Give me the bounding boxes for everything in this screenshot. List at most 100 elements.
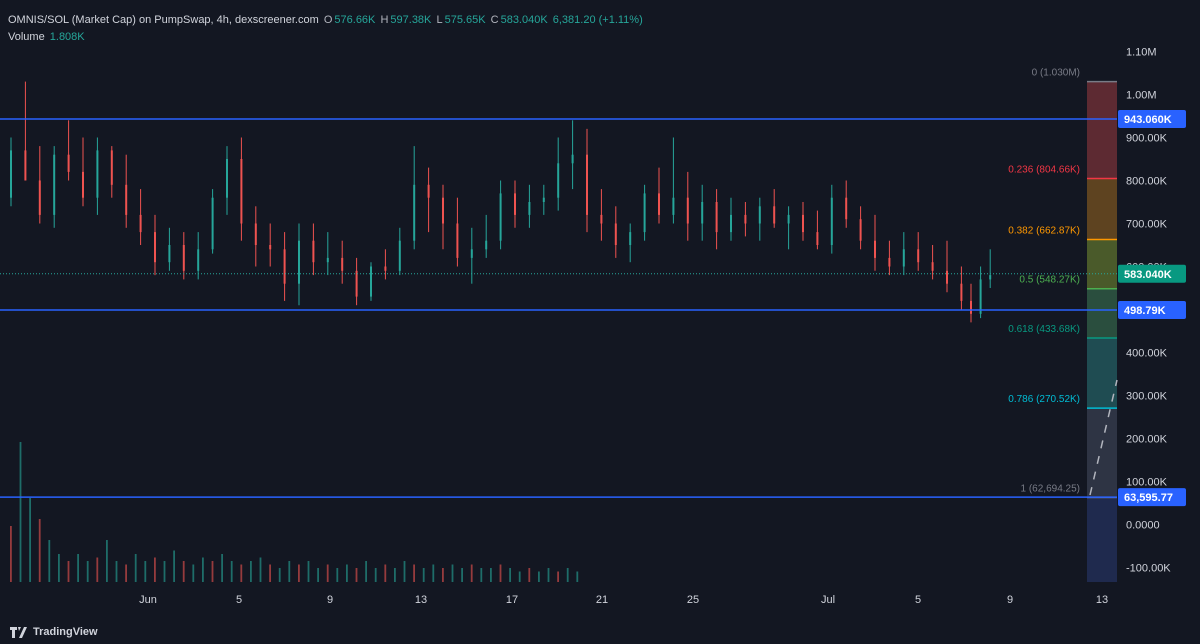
candle-body bbox=[960, 283, 963, 301]
y-tick-label: 1.10M bbox=[1126, 47, 1157, 59]
horizontal-lines[interactable] bbox=[0, 118, 1117, 498]
fib-zone-band bbox=[1087, 338, 1117, 409]
volume-bar bbox=[19, 442, 22, 582]
candle-body bbox=[442, 197, 444, 224]
low-value: 575.65K bbox=[444, 14, 486, 26]
x-tick-label: Jul bbox=[821, 594, 835, 606]
y-tick-label: 1.00M bbox=[1126, 90, 1157, 102]
candle-body bbox=[24, 150, 27, 181]
candle-body bbox=[600, 214, 603, 224]
fib-level-label: 0.618 (433.68K) bbox=[1008, 324, 1080, 335]
candle-body bbox=[125, 184, 128, 215]
volume-bar bbox=[422, 568, 425, 582]
candle-body bbox=[154, 232, 156, 263]
volume-bar bbox=[509, 568, 511, 582]
y-tick-label: 100.00K bbox=[1126, 477, 1168, 489]
volume-bar bbox=[77, 554, 79, 582]
x-tick-label: 9 bbox=[1007, 594, 1013, 606]
fib-level-label: 0.786 (270.52K) bbox=[1008, 394, 1080, 405]
volume-bar bbox=[499, 564, 502, 582]
price-tags: 943.060K 583.040K 498.79K 63,595.77 bbox=[1118, 109, 1186, 507]
volume-bar bbox=[278, 568, 281, 582]
volume-bar bbox=[557, 571, 559, 582]
candle-body bbox=[355, 270, 358, 297]
candle-body bbox=[888, 257, 891, 267]
volume-bar bbox=[86, 561, 89, 582]
volume-bar bbox=[346, 564, 348, 582]
y-tick-label: 700.00K bbox=[1126, 219, 1168, 231]
close-label: C bbox=[490, 14, 499, 26]
volume-value: 1.808K bbox=[49, 31, 85, 43]
candle-body bbox=[744, 214, 747, 224]
volume-bar bbox=[461, 568, 463, 582]
x-tick-label: 5 bbox=[915, 594, 921, 606]
candle-body bbox=[658, 193, 660, 215]
candle-body bbox=[643, 193, 646, 233]
fibonacci-retracement-zone[interactable] bbox=[1087, 80, 1118, 582]
volume-bar bbox=[163, 561, 166, 582]
candle-body bbox=[773, 206, 776, 224]
volume-bar bbox=[202, 557, 204, 582]
candle-body bbox=[485, 240, 488, 250]
x-tick-label: 13 bbox=[415, 594, 427, 606]
volume-bar bbox=[403, 561, 406, 582]
volume-bar bbox=[29, 498, 31, 582]
volume-bar bbox=[442, 568, 444, 582]
candle-body bbox=[182, 245, 185, 271]
volume-bar bbox=[58, 554, 60, 582]
tradingview-brand[interactable]: TradingView bbox=[10, 626, 98, 638]
candle-body bbox=[816, 232, 819, 245]
volume-bar bbox=[144, 561, 147, 582]
x-tick-label: 17 bbox=[506, 594, 518, 606]
time-axis[interactable]: Jun 5 9 13 17 21 25 Jul 5 9 13 bbox=[139, 594, 1108, 606]
volume-label: Volume bbox=[8, 31, 45, 43]
candle-body bbox=[845, 197, 848, 220]
candle-body bbox=[456, 223, 459, 258]
y-tick-label: 800.00K bbox=[1126, 176, 1168, 188]
candle-body bbox=[874, 240, 876, 258]
volume-bar bbox=[269, 564, 271, 582]
candle-body bbox=[989, 275, 992, 280]
candle-body bbox=[82, 171, 84, 198]
candle-body bbox=[254, 223, 257, 245]
volume-bar bbox=[10, 526, 12, 582]
volume-bar bbox=[182, 561, 185, 582]
candle-body bbox=[946, 270, 948, 284]
volume-bar bbox=[250, 561, 252, 582]
volume-bar bbox=[451, 564, 454, 582]
volume-bar bbox=[298, 564, 300, 582]
price-tag-box bbox=[1118, 109, 1186, 128]
volume-bar bbox=[115, 561, 118, 582]
volume-bar bbox=[230, 561, 233, 582]
fib-level-label: 0.5 (548.27K) bbox=[1019, 275, 1080, 286]
candle-body bbox=[168, 245, 171, 263]
candle-body bbox=[902, 249, 905, 267]
price-tag-box bbox=[1118, 488, 1186, 507]
volume-bar bbox=[173, 550, 175, 582]
fib-zone-band bbox=[1087, 239, 1117, 289]
candle-body bbox=[571, 154, 574, 164]
x-tick-label: 21 bbox=[596, 594, 608, 606]
candle-body bbox=[10, 150, 12, 198]
candle-body bbox=[298, 240, 300, 284]
candle-body bbox=[96, 150, 99, 198]
volume-bar bbox=[38, 519, 41, 582]
volume-bar bbox=[48, 540, 51, 582]
close-value: 583.040K bbox=[500, 14, 548, 26]
x-tick-label: 5 bbox=[236, 594, 242, 606]
price-tag-box bbox=[1118, 264, 1186, 283]
y-tick-label: 400.00K bbox=[1126, 348, 1168, 360]
fibonacci-labels: 0 (1.030M) 0.236 (804.66K) 0.382 (662.87K)… bbox=[1008, 68, 1080, 495]
candle-body bbox=[586, 154, 588, 215]
price-tag-label: 498.79K bbox=[1124, 305, 1166, 317]
candle-body bbox=[931, 262, 934, 271]
y-tick-label: 300.00K bbox=[1126, 391, 1168, 403]
candle-body bbox=[528, 202, 531, 215]
candle-body bbox=[67, 154, 70, 172]
chart-header: OMNIS/SOL (Market Cap) on PumpSwap, 4h, … bbox=[8, 14, 645, 26]
price-tag-label: 63,595.77 bbox=[1124, 492, 1173, 504]
volume-bar bbox=[211, 561, 214, 582]
candle-body bbox=[802, 214, 804, 233]
volume-bar bbox=[106, 540, 108, 582]
